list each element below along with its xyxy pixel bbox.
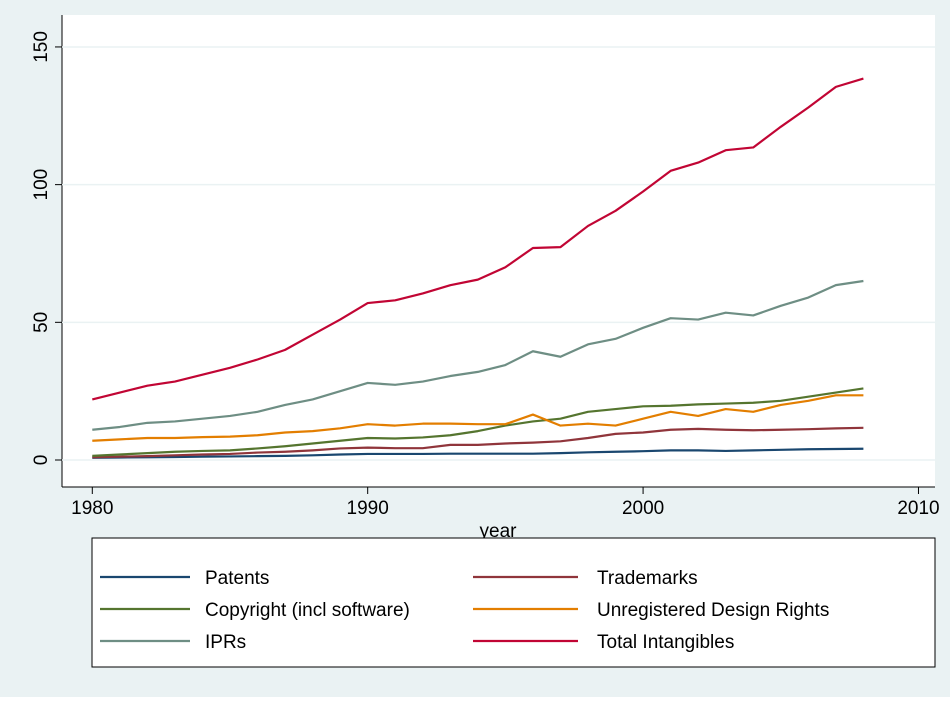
series-line xyxy=(92,77,864,401)
legend xyxy=(91,537,936,668)
series-line xyxy=(92,279,864,431)
y-tick-label: 100 xyxy=(31,169,52,201)
series-line xyxy=(92,387,864,457)
x-tick-label: 1980 xyxy=(71,498,113,519)
x-axis-label: year xyxy=(480,521,518,542)
series-line xyxy=(92,394,864,442)
x-tick-label: 2010 xyxy=(897,498,939,519)
y-tick-label: 0 xyxy=(31,455,52,466)
y-tick-label: 50 xyxy=(31,312,52,333)
x-tick-label: 1990 xyxy=(347,498,389,519)
series-line xyxy=(92,426,864,459)
legend-label: IPRs xyxy=(205,632,246,653)
legend-label: Copyright (incl software) xyxy=(205,600,410,621)
legend-label: Trademarks xyxy=(597,568,698,589)
x-tick-label: 2000 xyxy=(622,498,664,519)
legend-label: Patents xyxy=(205,568,269,589)
legend-label: Total Intangibles xyxy=(597,632,734,653)
series-line xyxy=(92,447,864,459)
y-tick-label: 150 xyxy=(31,31,52,63)
legend-label: Unregistered Design Rights xyxy=(597,600,829,621)
plot-area xyxy=(62,15,935,487)
